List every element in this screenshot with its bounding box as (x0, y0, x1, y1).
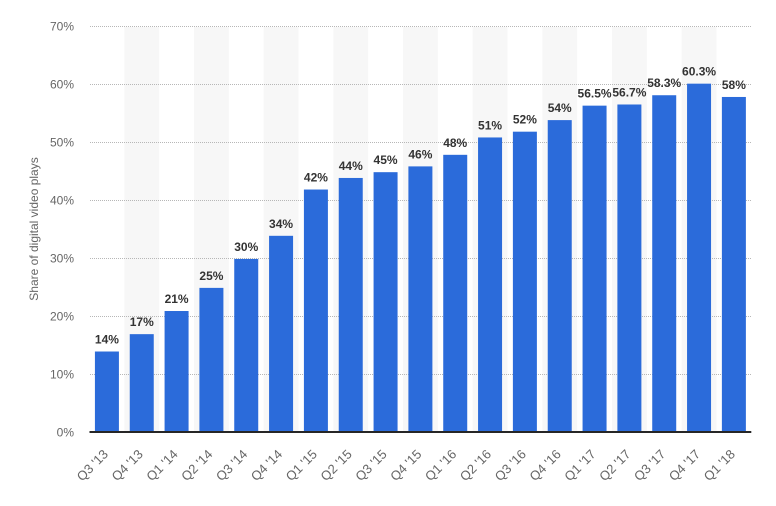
svg-text:34%: 34% (269, 217, 293, 231)
svg-text:30%: 30% (234, 240, 258, 254)
svg-text:70%: 70% (50, 20, 74, 34)
svg-text:17%: 17% (130, 315, 154, 329)
svg-text:25%: 25% (199, 269, 223, 283)
svg-text:50%: 50% (50, 136, 74, 150)
svg-text:46%: 46% (408, 147, 432, 161)
svg-text:56.5%: 56.5% (578, 87, 612, 101)
svg-text:56.7%: 56.7% (612, 85, 646, 99)
svg-text:0%: 0% (57, 426, 75, 440)
svg-text:48%: 48% (443, 136, 467, 150)
svg-text:51%: 51% (478, 118, 502, 132)
svg-text:60.3%: 60.3% (682, 65, 716, 79)
svg-text:52%: 52% (513, 113, 537, 127)
svg-text:10%: 10% (50, 368, 74, 382)
svg-text:30%: 30% (50, 252, 74, 266)
svg-text:44%: 44% (339, 159, 363, 173)
svg-text:58.3%: 58.3% (647, 76, 681, 90)
svg-text:14%: 14% (95, 333, 119, 347)
svg-text:42%: 42% (304, 171, 328, 185)
svg-text:Share of digital video plays: Share of digital video plays (27, 157, 41, 300)
svg-text:21%: 21% (165, 292, 189, 306)
svg-text:20%: 20% (50, 310, 74, 324)
svg-text:60%: 60% (50, 78, 74, 92)
svg-text:40%: 40% (50, 194, 74, 208)
svg-text:45%: 45% (374, 153, 398, 167)
svg-text:54%: 54% (548, 101, 572, 115)
svg-text:58%: 58% (722, 78, 746, 92)
